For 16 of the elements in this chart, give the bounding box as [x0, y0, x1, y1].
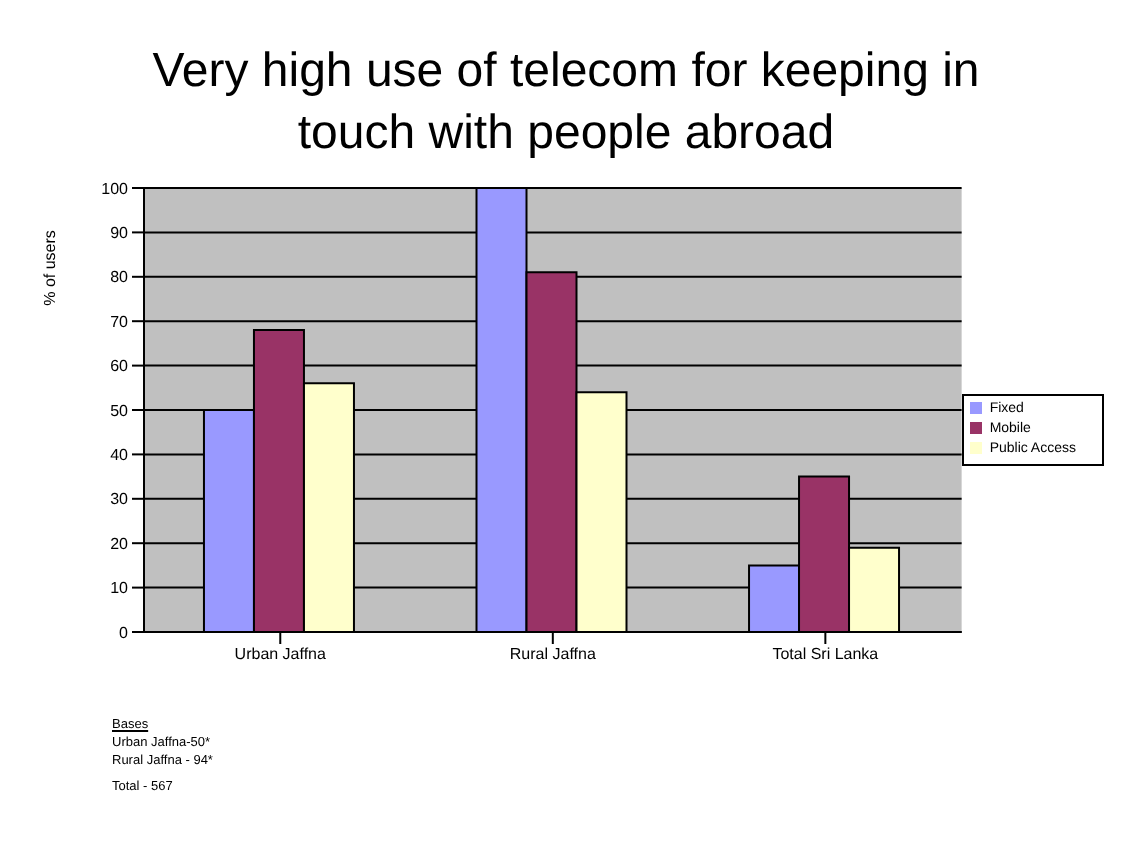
chart-title: Very high use of telecom for keeping in touch with people abroad	[150, 42, 982, 164]
y-tick-label: 10	[110, 579, 130, 598]
y-tick-label: 70	[110, 312, 130, 331]
y-tick-label: 90	[110, 224, 130, 243]
x-tick-label: Urban Jaffna	[234, 645, 328, 664]
y-tick-label: 60	[110, 357, 130, 376]
y-tick-label: 30	[110, 490, 130, 509]
y-tick-label: 0	[119, 623, 130, 642]
y-tick-label: 80	[110, 268, 130, 287]
y-tick-label: 20	[110, 534, 130, 553]
y-tick-label: 100	[101, 179, 130, 198]
y-tick-label: 40	[110, 446, 130, 465]
y-tick-label: 50	[110, 401, 130, 420]
x-tick-label: Rural Jaffna	[509, 645, 597, 664]
y-axis-title: % of users	[41, 230, 60, 306]
x-tick-label: Total Sri Lanka	[772, 645, 880, 664]
